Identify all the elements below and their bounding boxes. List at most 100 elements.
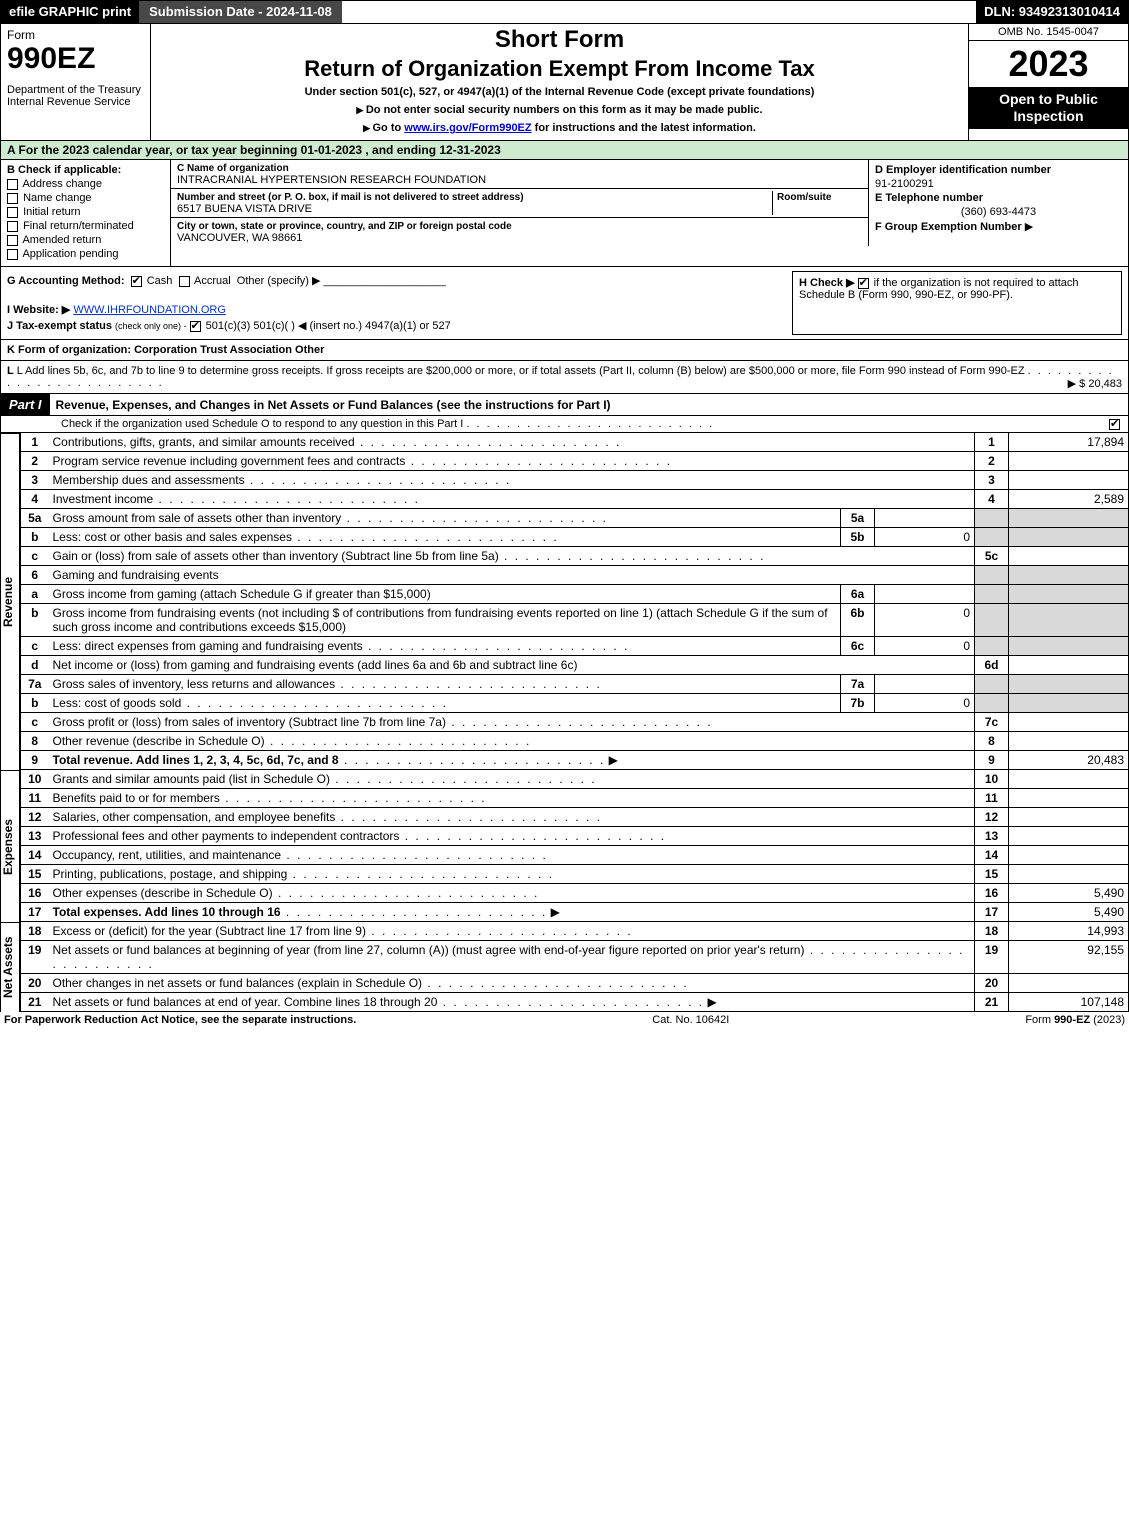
header-left: Form 990EZ Department of the Treasury In… (1, 24, 151, 140)
line-7a: 7aGross sales of inventory, less returns… (21, 675, 1129, 694)
chk-final-return[interactable]: Final return/terminated (7, 220, 164, 232)
efile-print-label: efile GRAPHIC print (1, 1, 139, 23)
line-2: 2Program service revenue including gover… (21, 452, 1129, 471)
mid-block: G Accounting Method: Cash Accrual Other … (0, 267, 1129, 340)
revenue-side-label: Revenue (0, 433, 20, 770)
revenue-section: Revenue 1Contributions, gifts, grants, a… (0, 433, 1129, 770)
row-a-text: A For the 2023 calendar year, or tax yea… (7, 143, 501, 157)
part1-sub: Check if the organization used Schedule … (0, 416, 1129, 433)
line-9: 9Total revenue. Add lines 1, 2, 3, 4, 5c… (21, 751, 1129, 770)
row-a-tax-year: A For the 2023 calendar year, or tax yea… (0, 141, 1129, 160)
j-opts: 501(c)(3) 501(c)( ) ◀ (insert no.) 4947(… (206, 320, 451, 332)
chk-cash[interactable] (131, 276, 142, 287)
header-mid: Short Form Return of Organization Exempt… (151, 24, 968, 140)
l-val: ▶ $ 20,483 (1068, 377, 1122, 390)
netassets-table: 18Excess or (deficit) for the year (Subt… (20, 922, 1129, 1012)
line-7c: cGross profit or (loss) from sales of in… (21, 713, 1129, 732)
line-14: 14Occupancy, rent, utilities, and mainte… (21, 846, 1129, 865)
d-ein: 91-2100291 (875, 178, 1122, 190)
col-d: D Employer identification number 91-2100… (868, 160, 1128, 246)
chk-address-change[interactable]: Address change (7, 178, 164, 190)
line-16: 16Other expenses (describe in Schedule O… (21, 884, 1129, 903)
subtitle-section: Under section 501(c), 527, or 4947(a)(1)… (159, 86, 960, 98)
line-18: 18Excess or (deficit) for the year (Subt… (21, 922, 1129, 941)
netassets-section: Net Assets 18Excess or (deficit) for the… (0, 922, 1129, 1012)
org-address: 6517 BUENA VISTA DRIVE (177, 203, 312, 215)
chk-501c3[interactable] (190, 321, 201, 332)
title-short-form: Short Form (159, 26, 960, 54)
c-addr-label: Number and street (or P. O. box, if mail… (177, 192, 524, 203)
chk-application-pending[interactable]: Application pending (7, 248, 164, 260)
chk-name-change[interactable]: Name change (7, 192, 164, 204)
top-bar: efile GRAPHIC print Submission Date - 20… (0, 0, 1129, 24)
goto-post: for instructions and the latest informat… (532, 122, 756, 134)
j-sub: (check only one) - (115, 321, 187, 331)
line-4: 4Investment income42,589 (21, 490, 1129, 509)
header-right: OMB No. 1545-0047 2023 Open to Public In… (968, 24, 1128, 140)
chk-initial-return[interactable]: Initial return (7, 206, 164, 218)
line-5a: 5aGross amount from sale of assets other… (21, 509, 1129, 528)
line-7b: bLess: cost of goods sold7b0 (21, 694, 1129, 713)
topbar-spacer (342, 1, 976, 23)
dln-label: DLN: 93492313010414 (976, 1, 1128, 23)
part1-sub-text: Check if the organization used Schedule … (61, 418, 463, 430)
c-room-label: Room/suite (777, 192, 831, 203)
line-1: 1Contributions, gifts, grants, and simil… (21, 433, 1129, 452)
line-8: 8Other revenue (describe in Schedule O)8 (21, 732, 1129, 751)
footer-right: Form 990-EZ (2023) (1025, 1014, 1125, 1026)
footer-left: For Paperwork Reduction Act Notice, see … (4, 1014, 356, 1026)
netassets-side-label: Net Assets (0, 922, 20, 1012)
col-c: C Name of organization INTRACRANIAL HYPE… (171, 160, 868, 246)
chk-h[interactable] (858, 278, 869, 289)
irs-link[interactable]: www.irs.gov/Form990EZ (404, 122, 531, 134)
l-text: L Add lines 5b, 6c, and 7b to line 9 to … (17, 365, 1025, 377)
chk-amended-return[interactable]: Amended return (7, 234, 164, 246)
line-6c: cLess: direct expenses from gaming and f… (21, 637, 1129, 656)
d-phone-label: E Telephone number (875, 192, 983, 204)
website-link[interactable]: WWW.IHRFOUNDATION.ORG (73, 304, 226, 316)
d-ein-label: D Employer identification number (875, 164, 1051, 176)
line-17: 17Total expenses. Add lines 10 through 1… (21, 903, 1129, 922)
part1-tag: Part I (1, 394, 50, 415)
tax-year: 2023 (969, 41, 1128, 87)
line-6d: dNet income or (loss) from gaming and fu… (21, 656, 1129, 675)
line-5c: cGain or (loss) from sale of assets othe… (21, 547, 1129, 566)
open-public-inspection: Open to Public Inspection (969, 87, 1128, 129)
footer-mid: Cat. No. 10642I (652, 1014, 729, 1026)
org-city: VANCOUVER, WA 98661 (177, 232, 302, 244)
goto-pre: Go to (372, 122, 404, 134)
gh-left: G Accounting Method: Cash Accrual Other … (7, 271, 786, 335)
col-b: B Check if applicable: Address change Na… (1, 160, 171, 266)
omb-number: OMB No. 1545-0047 (969, 24, 1128, 41)
k-text: K Form of organization: Corporation Trus… (7, 344, 324, 356)
c-name-label: C Name of organization (177, 163, 289, 174)
line-6: 6Gaming and fundraising events (21, 566, 1129, 585)
line-5b: bLess: cost or other basis and sales exp… (21, 528, 1129, 547)
form-header: Form 990EZ Department of the Treasury In… (0, 24, 1129, 141)
d-group-arrow: ▶ (1025, 221, 1033, 233)
j-label: J Tax-exempt status (7, 320, 112, 332)
part1-header: Part I Revenue, Expenses, and Changes in… (0, 394, 1129, 416)
line-13: 13Professional fees and other payments t… (21, 827, 1129, 846)
chk-accrual[interactable] (179, 276, 190, 287)
form-number: 990EZ (7, 42, 144, 76)
line-21: 21Net assets or fund balances at end of … (21, 993, 1129, 1012)
l-row: L L Add lines 5b, 6c, and 7b to line 9 t… (0, 361, 1129, 394)
h-pre: H Check ▶ (799, 277, 855, 289)
subtitle-goto: Go to www.irs.gov/Form990EZ for instruct… (159, 122, 960, 134)
section-b-c-d: B Check if applicable: Address change Na… (0, 160, 1129, 267)
line-6b: bGross income from fundraising events (n… (21, 604, 1129, 637)
line-15: 15Printing, publications, postage, and s… (21, 865, 1129, 884)
revenue-table: 1Contributions, gifts, grants, and simil… (20, 433, 1129, 770)
title-return: Return of Organization Exempt From Incom… (159, 56, 960, 82)
line-19: 19Net assets or fund balances at beginni… (21, 941, 1129, 974)
line-6a: aGross income from gaming (attach Schedu… (21, 585, 1129, 604)
d-group-label: F Group Exemption Number (875, 221, 1022, 233)
expenses-side-label: Expenses (0, 770, 20, 922)
line-11: 11Benefits paid to or for members11 (21, 789, 1129, 808)
k-row: K Form of organization: Corporation Trus… (0, 340, 1129, 361)
chk-schedule-o[interactable] (1109, 419, 1120, 430)
line-12: 12Salaries, other compensation, and empl… (21, 808, 1129, 827)
line-10: 10Grants and similar amounts paid (list … (21, 770, 1129, 789)
form-word: Form (7, 28, 144, 42)
